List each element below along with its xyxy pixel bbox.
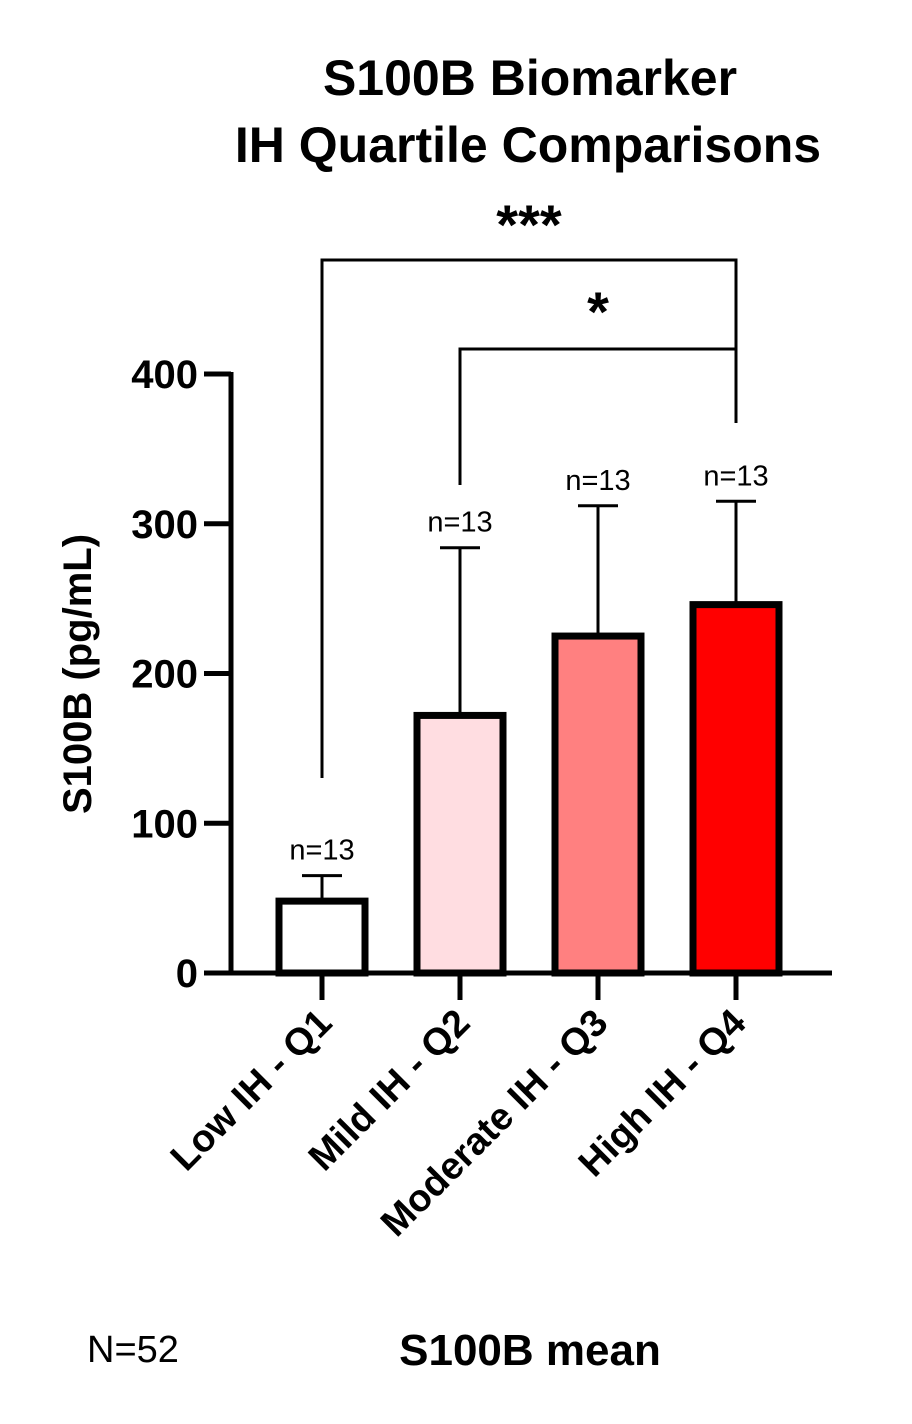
n-label: n=13 xyxy=(427,507,492,539)
bar xyxy=(413,711,507,977)
y-tick-label: 300 xyxy=(131,503,198,547)
chart-title-line-2: IH Quartile Comparisons xyxy=(235,117,821,173)
n-label: n=13 xyxy=(703,460,768,492)
significance-bracket xyxy=(320,258,738,778)
n-label: n=13 xyxy=(289,835,354,867)
category-label: Moderate IH - Q3 xyxy=(373,1002,616,1245)
bar xyxy=(689,601,783,977)
x-axis-label: S100B mean xyxy=(399,1326,661,1375)
significance-label: *** xyxy=(496,193,562,256)
y-axis-label: S100B (pg/mL) xyxy=(56,534,100,814)
y-tick-label: 0 xyxy=(176,952,198,996)
n-label: n=13 xyxy=(565,465,630,497)
significance-bracket xyxy=(458,347,738,485)
significance-label: * xyxy=(587,280,609,343)
sample-size-footnote: N=52 xyxy=(87,1329,179,1371)
chart-title-line-1: S100B Biomarker xyxy=(323,50,737,106)
y-tick-label: 400 xyxy=(131,353,198,397)
y-tick-label: 200 xyxy=(131,653,198,697)
y-tick-label: 100 xyxy=(131,802,198,846)
bar xyxy=(551,632,645,977)
bar xyxy=(275,897,369,977)
